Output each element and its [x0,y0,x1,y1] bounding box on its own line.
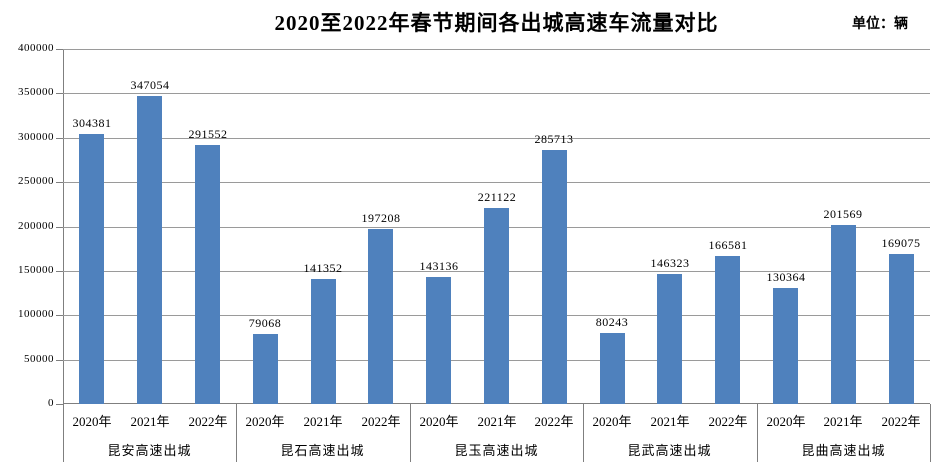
bar-value-label: 80243 [595,315,629,329]
year-tick-label: 2020年 [245,414,285,429]
bar-2021年-昆玉高速出城 [484,208,509,404]
y-axis-tick [56,182,63,183]
y-axis-label: 200000 [18,220,54,232]
bar-value-label: 166581 [708,238,748,252]
year-tick-label: 2021年 [130,414,170,429]
y-axis-tick [56,315,63,316]
bar-value-label: 221122 [477,190,517,204]
y-axis-tick [56,360,63,361]
plot-area: 304381 347054 291552 79068 141352 197208 14313… [63,49,930,404]
bar-2020年-昆玉高速出城 [426,277,451,404]
year-tick-label: 2021年 [477,414,517,429]
year-tick-label: 2021年 [823,414,863,429]
group-divider [410,404,411,462]
year-tick-label: 2021年 [650,414,690,429]
bar-value-label: 79068 [248,316,282,330]
y-axis-tick [56,93,63,94]
bar-2021年-昆石高速出城 [311,279,336,404]
year-tick-label: 2022年 [188,414,228,429]
group-label: 昆安高速出城 [107,443,192,458]
group-label: 昆石高速出城 [280,443,365,458]
y-axis-label: 150000 [18,264,54,276]
bar-value-label: 304381 [72,116,112,130]
y-axis-tick [56,227,63,228]
bar-2020年-昆安高速出城 [79,134,104,404]
bar-2021年-昆安高速出城 [137,96,162,404]
category-axis: 2020年 2021年 2022年昆安高速出城 2020年 2021年 2022年昆石高速… [63,404,931,462]
y-axis-tick [56,138,63,139]
group-divider [583,404,584,462]
unit-label: 单位：辆 [852,17,908,32]
y-axis-label: 300000 [18,131,54,143]
y-axis-label: 250000 [18,175,54,187]
bar-value-label: 169075 [881,236,921,250]
gridline [63,49,930,50]
y-axis-label: 400000 [18,42,54,54]
group-label: 昆曲高速出城 [801,443,886,458]
group-divider [757,404,758,462]
group-label: 昆玉高速出城 [454,443,539,458]
y-axis-label: 50000 [24,353,54,365]
year-tick-label: 2021年 [303,414,343,429]
bar-2022年-昆玉高速出城 [542,150,567,404]
y-axis-label: 100000 [18,308,54,320]
year-tick-label: 2022年 [881,414,921,429]
group-divider [236,404,237,462]
bar-value-label: 146323 [650,256,690,270]
bar-2020年-昆石高速出城 [253,334,278,404]
gridline [63,93,930,94]
bar-2021年-昆武高速出城 [657,274,682,404]
bar-value-label: 130364 [766,270,806,284]
y-axis-line [63,49,64,404]
group-label: 昆武高速出城 [627,443,712,458]
y-axis-tick [56,404,63,405]
year-tick-label: 2022年 [534,414,574,429]
year-tick-label: 2020年 [419,414,459,429]
bar-2022年-昆武高速出城 [715,256,740,404]
bar-2020年-昆武高速出城 [600,333,625,404]
group-divider [930,404,931,462]
bar-value-label: 291552 [188,127,228,141]
bar-2021年-昆曲高速出城 [831,225,856,404]
year-tick-label: 2020年 [72,414,112,429]
gridline [63,138,930,139]
bar-2022年-昆曲高速出城 [889,254,914,404]
year-tick-label: 2020年 [766,414,806,429]
y-axis-label: 0 [48,397,54,409]
bar-2020年-昆曲高速出城 [773,288,798,404]
y-axis-tick [56,271,63,272]
gridline [63,182,930,183]
year-tick-label: 2020年 [592,414,632,429]
y-axis-label: 350000 [18,86,54,98]
bar-value-label: 201569 [823,207,863,221]
bar-2022年-昆石高速出城 [368,229,393,404]
year-tick-label: 2022年 [361,414,401,429]
bar-2022年-昆安高速出城 [195,145,220,404]
chart-title: 2020至2022年春节期间各出城高速车流量对比 [274,11,719,35]
bar-value-label: 347054 [130,78,170,92]
bar-value-label: 285713 [534,132,574,146]
bar-value-label: 141352 [303,261,343,275]
bar-value-label: 197208 [361,211,401,225]
y-axis-tick [56,49,63,50]
bar-value-label: 143136 [419,259,459,273]
group-divider [63,404,64,462]
year-tick-label: 2022年 [708,414,748,429]
